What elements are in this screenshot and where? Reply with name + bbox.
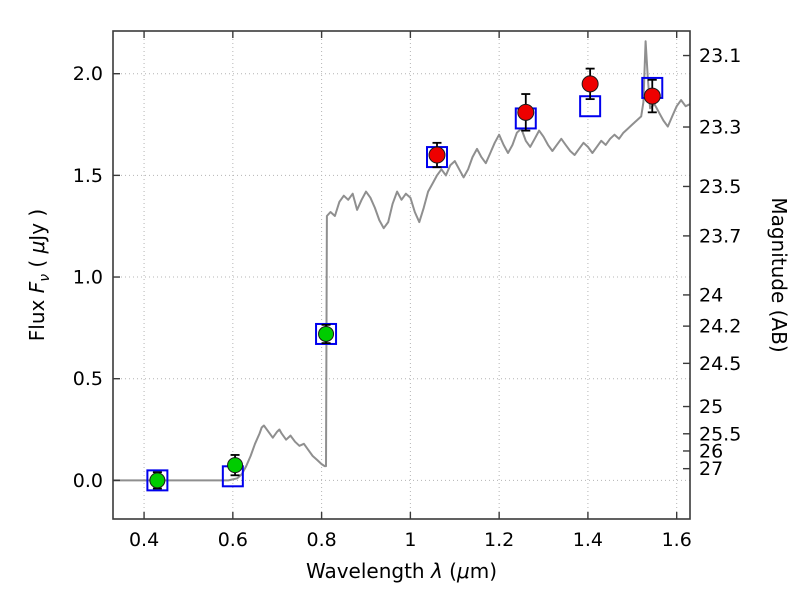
y-tick-label-left: 1.5 <box>73 165 103 187</box>
x-tick-label: 0.6 <box>218 529 248 551</box>
x-tick-label: 1.4 <box>573 529 603 551</box>
y-tick-label-left: 1.0 <box>73 267 103 289</box>
x-tick-label: 1 <box>404 529 416 551</box>
y-tick-label-right: 24.2 <box>699 316 741 338</box>
y-axis-label-left: Flux Fν ( μJy ) <box>25 209 53 341</box>
observed-photometry-optical-marker <box>227 457 244 474</box>
series-layer <box>113 40 690 492</box>
observed-photometry-nir-marker <box>581 75 599 93</box>
x-axis-label: Wavelength λ (μm) <box>306 559 497 583</box>
axes-frame <box>112 30 691 520</box>
y-tick-label-right: 23.3 <box>699 117 741 139</box>
model-spectrum-line <box>113 40 690 482</box>
model-photometry-marker <box>146 469 169 492</box>
x-tick-label: 1.6 <box>662 529 692 551</box>
y-tick-label-left: 0.5 <box>73 368 103 390</box>
observed-photometry-nir-marker <box>643 87 661 105</box>
observed-photometry-optical-marker <box>149 472 166 489</box>
observed-photometry-optical-marker <box>318 325 335 342</box>
axes-background <box>113 31 690 519</box>
x-tick-label: 0.8 <box>306 529 336 551</box>
y-tick-label-left: 2.0 <box>73 63 103 85</box>
y-tick-label-right: 24.5 <box>699 353 741 375</box>
y-tick-label-right: 23.7 <box>699 225 741 247</box>
y-tick-label-right: 25 <box>699 396 723 418</box>
x-tick-label: 0.4 <box>129 529 159 551</box>
observed-photometry-nir-marker <box>517 103 535 121</box>
y-tick-label-right: 24 <box>699 284 723 306</box>
y-tick-label-right: 23.1 <box>699 45 741 67</box>
y-tick-label-right: 25.5 <box>699 423 741 445</box>
y-tick-label-right: 23.5 <box>699 176 741 198</box>
y-tick-label-left: 0.0 <box>73 470 103 492</box>
observed-photometry-nir-marker <box>428 146 446 164</box>
y-tick-label-right: 26 <box>699 440 723 462</box>
y-tick-label-right: 27 <box>699 458 723 480</box>
y-axis-label-right: Magnitude (AB) <box>767 197 791 352</box>
x-tick-label: 1.2 <box>484 529 514 551</box>
